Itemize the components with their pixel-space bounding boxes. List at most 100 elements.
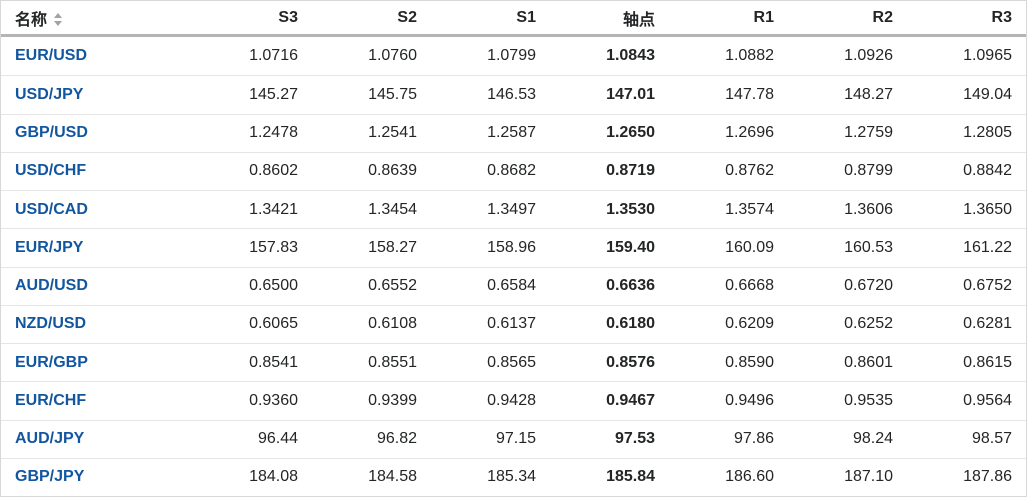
cell-s2: 0.6552 — [312, 266, 431, 305]
cell-pair-name: USD/CAD — [1, 190, 193, 228]
table-row: GBP/USD 1.2478 1.2541 1.2587 1.2650 1.26… — [1, 113, 1026, 152]
table-row: AUD/USD 0.6500 0.6552 0.6584 0.6636 0.66… — [1, 266, 1026, 305]
cell-s2: 158.27 — [312, 228, 431, 266]
cell-s3: 0.8541 — [193, 343, 312, 381]
cell-r2: 0.9535 — [788, 381, 907, 419]
cell-s1: 0.9428 — [431, 381, 550, 419]
cell-pivot: 1.3530 — [550, 190, 669, 228]
column-header-s2: S2 — [312, 1, 431, 37]
table-body: EUR/USD 1.0716 1.0760 1.0799 1.0843 1.08… — [1, 37, 1026, 496]
cell-s3: 96.44 — [193, 419, 312, 458]
cell-s2: 96.82 — [312, 419, 431, 458]
pair-link[interactable]: EUR/USD — [15, 47, 88, 65]
column-header-r1: R1 — [669, 1, 788, 37]
cell-s3: 157.83 — [193, 228, 312, 266]
cell-pivot: 0.8719 — [550, 151, 669, 190]
cell-s3: 184.08 — [193, 457, 312, 496]
cell-r2: 160.53 — [788, 228, 907, 266]
pair-link[interactable]: GBP/USD — [15, 124, 88, 142]
table-row: EUR/CHF 0.9360 0.9399 0.9428 0.9467 0.94… — [1, 381, 1026, 419]
cell-r2: 98.24 — [788, 419, 907, 458]
column-header-s3: S3 — [193, 1, 312, 37]
cell-r1: 1.3574 — [669, 190, 788, 228]
cell-r1: 97.86 — [669, 419, 788, 458]
cell-r1: 1.0882 — [725, 47, 774, 65]
cell-pivot: 97.53 — [550, 419, 669, 458]
cell-s2: 145.75 — [312, 75, 431, 113]
table-row: EUR/USD 1.0716 1.0760 1.0799 1.0843 1.08… — [1, 37, 1026, 75]
cell-r1: 0.8762 — [669, 151, 788, 190]
cell-r2: 0.8601 — [788, 343, 907, 381]
cell-pivot: 159.40 — [550, 228, 669, 266]
table-header: 名称 S3 S2 S1 轴点 R1 R2 R3 — [1, 1, 1026, 37]
cell-r3: 0.6752 — [907, 266, 1026, 305]
cell-r3: 187.86 — [907, 457, 1026, 496]
cell-pair-name: EUR/GBP — [1, 343, 193, 381]
cell-pivot: 185.84 — [550, 457, 669, 496]
cell-s3: 1.3421 — [193, 190, 312, 228]
pair-link[interactable]: EUR/JPY — [15, 238, 84, 256]
cell-pivot: 147.01 — [550, 75, 669, 113]
pair-link[interactable]: USD/CHF — [15, 162, 87, 180]
pair-link[interactable]: NZD/USD — [15, 315, 87, 333]
cell-pair-name: EUR/JPY — [1, 228, 193, 266]
cell-s1: 0.8682 — [431, 151, 550, 190]
table-row: USD/CHF 0.8602 0.8639 0.8682 0.8719 0.87… — [1, 151, 1026, 190]
cell-s2: 1.0760 — [368, 47, 417, 65]
cell-pair-name: NZD/USD — [1, 304, 193, 343]
cell-r2: 1.2759 — [788, 113, 907, 152]
column-header-s1: S1 — [431, 1, 550, 37]
cell-s1: 1.0799 — [487, 47, 536, 65]
cell-r1: 0.9496 — [669, 381, 788, 419]
table-row: NZD/USD 0.6065 0.6108 0.6137 0.6180 0.62… — [1, 304, 1026, 343]
cell-pair-name: AUD/USD — [1, 266, 193, 305]
cell-s1: 1.2587 — [431, 113, 550, 152]
cell-r1: 186.60 — [669, 457, 788, 496]
pair-link[interactable]: AUD/JPY — [15, 430, 85, 448]
pair-link[interactable]: EUR/GBP — [15, 353, 88, 371]
cell-pivot: 1.0843 — [606, 47, 655, 65]
cell-s3: 0.9360 — [193, 381, 312, 419]
cell-pair-name: USD/JPY — [1, 75, 193, 113]
cell-s1: 146.53 — [431, 75, 550, 113]
cell-r1: 0.6209 — [669, 304, 788, 343]
pair-link[interactable]: USD/JPY — [15, 85, 84, 103]
cell-r3: 0.8842 — [907, 151, 1026, 190]
pair-link[interactable]: EUR/CHF — [15, 391, 87, 409]
cell-pair-name: EUR/USD — [1, 37, 193, 75]
pair-link[interactable]: GBP/JPY — [15, 468, 85, 486]
cell-pivot: 0.8576 — [550, 343, 669, 381]
cell-r3: 0.8615 — [907, 343, 1026, 381]
cell-r2: 1.0926 — [844, 47, 893, 65]
cell-r2: 1.3606 — [788, 190, 907, 228]
cell-s2: 1.2541 — [312, 113, 431, 152]
cell-pair-name: EUR/CHF — [1, 381, 193, 419]
pair-link[interactable]: AUD/USD — [15, 277, 88, 295]
cell-r3: 149.04 — [907, 75, 1026, 113]
table-row: AUD/JPY 96.44 96.82 97.15 97.53 97.86 98… — [1, 419, 1026, 458]
cell-s1: 158.96 — [431, 228, 550, 266]
cell-pair-name: GBP/JPY — [1, 457, 193, 496]
cell-pivot: 0.6180 — [550, 304, 669, 343]
pair-link[interactable]: USD/CAD — [15, 200, 88, 218]
cell-r1: 0.8590 — [669, 343, 788, 381]
cell-r3: 1.3650 — [907, 190, 1026, 228]
cell-s3: 1.0716 — [249, 47, 298, 65]
column-header-pivot: 轴点 — [550, 1, 669, 37]
cell-s3: 1.2478 — [193, 113, 312, 152]
cell-r3: 0.9564 — [907, 381, 1026, 419]
cell-pivot: 1.2650 — [550, 113, 669, 152]
cell-r1: 0.6668 — [669, 266, 788, 305]
column-header-r2: R2 — [788, 1, 907, 37]
cell-s3: 0.6065 — [193, 304, 312, 343]
cell-r2: 0.8799 — [788, 151, 907, 190]
cell-r1: 1.2696 — [669, 113, 788, 152]
sort-arrows-icon[interactable] — [54, 12, 63, 26]
cell-r1: 160.09 — [669, 228, 788, 266]
table-row: USD/CAD 1.3421 1.3454 1.3497 1.3530 1.35… — [1, 190, 1026, 228]
cell-s2: 184.58 — [312, 457, 431, 496]
cell-pivot: 0.9467 — [550, 381, 669, 419]
cell-pair-name: AUD/JPY — [1, 419, 193, 458]
header-row: 名称 S3 S2 S1 轴点 R1 R2 R3 — [1, 1, 1026, 37]
column-header-name[interactable]: 名称 — [1, 1, 193, 37]
